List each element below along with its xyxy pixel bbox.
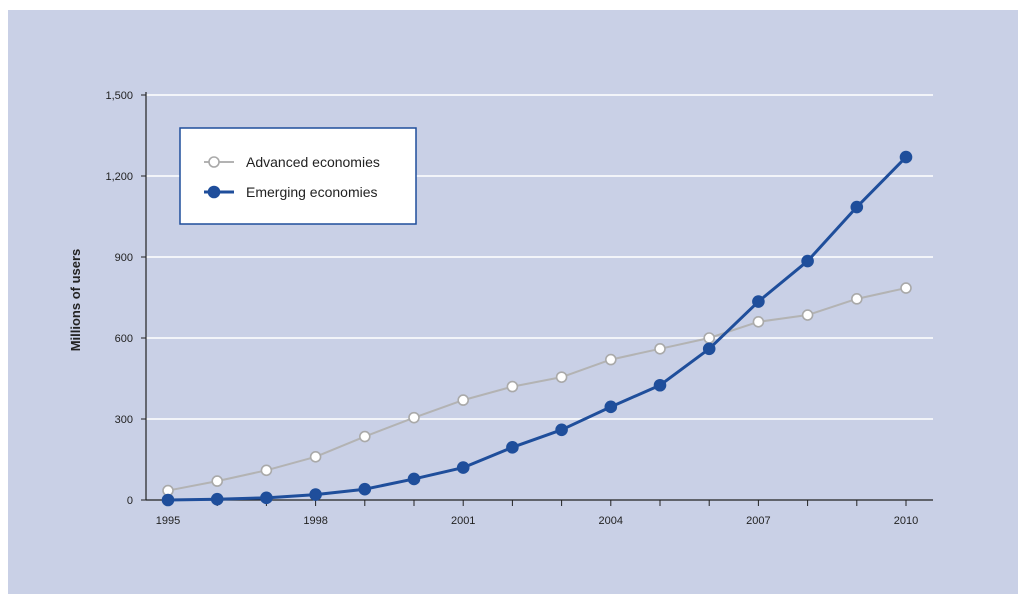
data-point (309, 450, 322, 463)
chart-panel: 0 300 600 900 1,200 1,500 1995 1998 2001 2004 2007… (8, 10, 1018, 594)
data-point (899, 150, 913, 164)
legend-label: Advanced economies (246, 154, 380, 170)
data-point (850, 293, 863, 305)
data-point (702, 342, 716, 356)
data-point (506, 441, 519, 454)
data-point (506, 380, 519, 393)
legend-box (179, 127, 417, 225)
data-point (703, 332, 716, 344)
series-layer (161, 150, 913, 507)
y-axis-title: Millions of users (68, 249, 83, 352)
data-point (407, 472, 421, 486)
data-point (210, 492, 224, 506)
data-point (457, 394, 470, 406)
data-point (358, 430, 371, 443)
data-point (161, 493, 175, 507)
series-line (167, 287, 907, 492)
data-point (260, 464, 273, 477)
data-point (752, 315, 765, 328)
y-tick-label: 900 (115, 252, 133, 264)
legend-marker (207, 185, 221, 199)
data-point (653, 378, 667, 392)
data-point (801, 309, 814, 321)
axes: 0 300 600 900 1,200 1,500 1995 1998 2001 2004 2007… (105, 90, 933, 527)
line-chart: 0 300 600 900 1,200 1,500 1995 1998 2001 2004 2007… (68, 90, 933, 527)
x-tick-label: 2001 (451, 515, 475, 527)
data-point (408, 411, 420, 424)
data-point (654, 342, 666, 355)
series-emerging-economies (161, 150, 913, 507)
x-tick-label: 2010 (894, 515, 918, 527)
legend-marker (208, 156, 220, 168)
data-point (555, 423, 568, 437)
series-advanced-economies (162, 282, 912, 497)
legend: Advanced economies Emerging economies (179, 127, 417, 225)
data-point (309, 488, 322, 501)
data-point (801, 254, 814, 268)
data-point (752, 295, 765, 308)
y-tick-label: 0 (127, 495, 133, 507)
x-tick-label: 2007 (746, 515, 770, 527)
y-tick-label: 1,500 (105, 90, 133, 102)
y-tick-label: 1,200 (105, 171, 133, 183)
data-point (850, 200, 864, 214)
data-point (555, 371, 568, 383)
data-point (604, 353, 617, 366)
series-line (167, 156, 908, 502)
legend-label: Emerging economies (246, 184, 378, 200)
data-point (900, 282, 912, 294)
x-tick-label: 2004 (599, 515, 623, 527)
data-point (211, 475, 223, 487)
x-tick-label: 1995 (156, 515, 180, 527)
data-point (358, 482, 372, 496)
data-point (604, 400, 618, 414)
data-point (260, 491, 273, 505)
y-tick-label: 300 (115, 414, 133, 426)
data-point (456, 461, 470, 474)
x-tick-label: 1998 (303, 515, 327, 527)
y-tick-label: 600 (115, 333, 133, 345)
